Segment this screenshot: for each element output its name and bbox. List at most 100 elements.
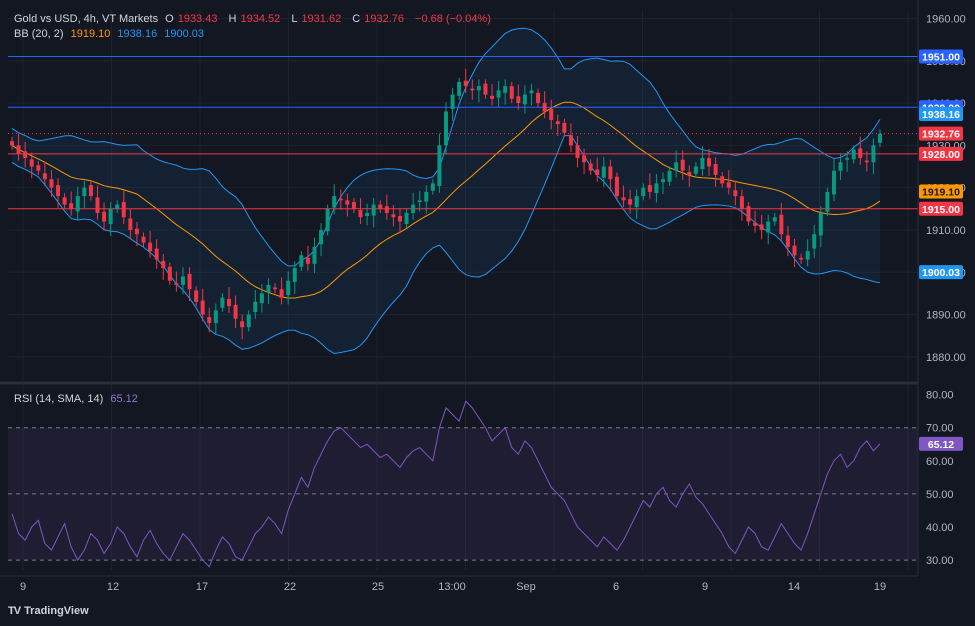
candle-body	[720, 176, 725, 184]
rsi-tick-label: 70.00	[926, 423, 954, 435]
tradingview-logo[interactable]: TV TradingView	[8, 605, 89, 617]
candle-body	[549, 108, 554, 120]
candle-body	[457, 81, 462, 96]
candle-body	[29, 159, 34, 167]
candle-body	[733, 190, 738, 197]
candle-body	[56, 185, 61, 197]
candle-body	[628, 199, 633, 205]
candle-body	[417, 200, 422, 203]
candle-body	[194, 290, 199, 302]
time-tick-label: 12	[107, 581, 119, 593]
candle-body	[693, 166, 698, 174]
open-value: 1933.43	[177, 13, 218, 25]
candle-body	[812, 234, 817, 249]
candle-body	[575, 145, 580, 159]
candle-body	[536, 92, 541, 104]
candle-body	[358, 210, 363, 218]
candle-body	[476, 86, 481, 91]
candle-body	[845, 158, 850, 160]
candle-body	[319, 229, 324, 245]
candle-body	[838, 162, 843, 171]
price-tick-label: 1890.00	[926, 310, 966, 322]
candle-body	[785, 235, 790, 247]
low-value: 1931.62	[301, 13, 342, 25]
candle-body	[707, 158, 712, 167]
candle-body	[299, 255, 304, 267]
price-tag-bg	[919, 201, 963, 216]
candle-body	[378, 204, 383, 209]
candle-body	[200, 300, 205, 315]
price-tick-label: 1910.00	[926, 225, 966, 237]
rsi-legend[interactable]: RSI (14, SMA, 14) 65.12	[14, 393, 142, 405]
candle-body	[871, 145, 876, 163]
candle-body	[424, 191, 429, 202]
candle-body	[95, 197, 100, 214]
candle-body	[739, 196, 744, 209]
candle-body	[483, 83, 488, 95]
candle-body	[411, 204, 416, 214]
candle-body	[213, 310, 218, 324]
candle-body	[463, 80, 468, 87]
candle-body	[555, 121, 560, 125]
candle-body	[430, 183, 435, 191]
candle-body	[825, 191, 830, 212]
candle-body	[516, 96, 521, 104]
axes: 1880.001890.001900.001910.001920.001930.…	[0, 0, 966, 593]
candle-body	[259, 293, 264, 304]
candle-body	[568, 135, 573, 146]
candle-body	[878, 133, 882, 143]
candle-body	[397, 215, 402, 222]
candle-body	[818, 213, 823, 236]
rsi-tick-label: 60.00	[926, 456, 954, 468]
candle-body	[134, 228, 139, 235]
rsi-tick-label: 50.00	[926, 489, 954, 501]
candle-body	[273, 287, 278, 290]
price-tags: 1951.001939.001928.001915.001938.161932.…	[919, 49, 963, 451]
price-tag-1938.16: 1938.16	[919, 107, 963, 121]
symbol-legend[interactable]: Gold vs USD, 4h, VT Markets O 1933.43 H 19…	[14, 13, 495, 25]
candle-body	[292, 268, 297, 282]
candle-body	[851, 149, 856, 160]
price-tag-1928.00: 1928.00	[919, 146, 963, 161]
price-tag-text: 1919.10	[922, 186, 960, 198]
bb-legend[interactable]: BB (20, 2) 1919.10 1938.16 1900.03	[14, 28, 208, 40]
grid	[0, 10, 918, 570]
close-label: C	[352, 13, 361, 25]
candle-body	[384, 206, 389, 214]
candle-body	[522, 94, 527, 105]
candle-body	[351, 202, 356, 209]
candle-body	[371, 204, 376, 216]
candle-body	[233, 304, 238, 319]
candle-body	[601, 166, 606, 178]
candle-body	[805, 251, 810, 260]
price-tag-bg	[919, 265, 963, 280]
price-tag-text: 1938.16	[922, 109, 960, 121]
candle-body	[864, 160, 869, 163]
candle-body	[141, 236, 146, 243]
candle-body	[49, 179, 54, 188]
candle-body	[713, 163, 718, 175]
brand-name: TradingView	[24, 605, 89, 617]
price-tag-text: 1915.00	[922, 204, 960, 216]
price-tag-text: 1951.00	[922, 52, 960, 64]
price-tick-label: 1960.00	[926, 13, 966, 25]
price-tag-bg	[919, 49, 963, 64]
time-tick-label: Sep	[516, 581, 536, 593]
candle-body	[661, 179, 665, 183]
price-tick-label: 1880.00	[926, 352, 966, 364]
candle-body	[687, 172, 692, 175]
candle-body	[121, 202, 126, 218]
candle-body	[450, 94, 455, 109]
candle-body	[582, 155, 587, 163]
candle-body	[312, 246, 317, 264]
horizontal-lines	[8, 56, 918, 210]
candle-body	[325, 208, 330, 232]
candle-body	[345, 200, 350, 205]
candle-body	[180, 276, 185, 285]
candle-body	[588, 163, 593, 171]
candle-body	[858, 148, 863, 159]
candle-body	[529, 90, 534, 94]
rsi-value: 65.12	[110, 393, 138, 405]
time-tick-label: 17	[196, 581, 208, 593]
